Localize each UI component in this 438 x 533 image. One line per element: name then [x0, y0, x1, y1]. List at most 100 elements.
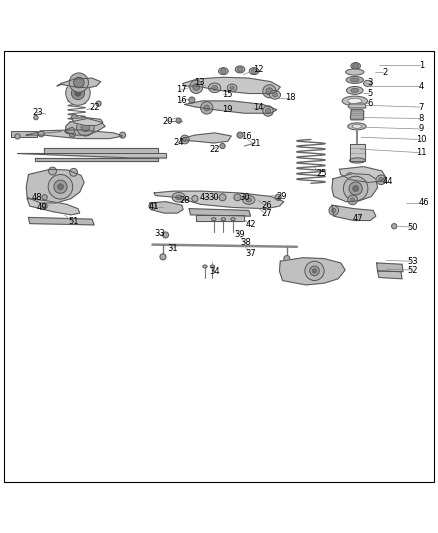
Ellipse shape	[212, 85, 218, 90]
Ellipse shape	[230, 86, 234, 90]
Circle shape	[70, 168, 78, 176]
Polygon shape	[57, 78, 101, 88]
Circle shape	[71, 115, 78, 120]
Text: 37: 37	[245, 249, 256, 258]
Ellipse shape	[364, 80, 372, 86]
Text: 6: 6	[367, 99, 373, 108]
Circle shape	[190, 80, 203, 93]
Polygon shape	[339, 167, 385, 182]
Text: 46: 46	[419, 198, 429, 207]
Polygon shape	[35, 158, 158, 161]
Text: 18: 18	[285, 93, 295, 102]
Polygon shape	[189, 209, 251, 216]
Text: 53: 53	[407, 257, 418, 266]
Ellipse shape	[235, 66, 245, 73]
Polygon shape	[26, 130, 123, 139]
Circle shape	[376, 175, 386, 184]
Circle shape	[310, 266, 319, 276]
Text: 44: 44	[382, 176, 393, 185]
Circle shape	[284, 255, 290, 262]
Circle shape	[379, 177, 383, 182]
Text: 48: 48	[32, 193, 42, 202]
Ellipse shape	[219, 68, 228, 75]
Ellipse shape	[346, 86, 363, 94]
Text: 13: 13	[194, 78, 205, 87]
Text: 17: 17	[177, 85, 187, 94]
Polygon shape	[348, 104, 366, 108]
Text: 50: 50	[407, 223, 418, 231]
Circle shape	[183, 138, 187, 142]
Polygon shape	[154, 191, 284, 209]
Ellipse shape	[246, 198, 252, 202]
Text: 39: 39	[235, 230, 245, 239]
Ellipse shape	[212, 217, 216, 221]
Ellipse shape	[348, 98, 362, 103]
Circle shape	[77, 118, 94, 136]
Text: 4: 4	[419, 82, 424, 91]
Ellipse shape	[231, 217, 235, 221]
Circle shape	[34, 115, 38, 120]
Text: 27: 27	[261, 208, 272, 217]
Circle shape	[219, 194, 226, 201]
Text: 47: 47	[353, 214, 364, 223]
Ellipse shape	[175, 195, 182, 200]
Circle shape	[263, 106, 273, 116]
Ellipse shape	[203, 265, 207, 268]
Text: 43: 43	[200, 193, 210, 202]
Polygon shape	[378, 271, 402, 279]
Ellipse shape	[351, 88, 359, 93]
Polygon shape	[350, 110, 364, 120]
Circle shape	[343, 176, 368, 201]
Circle shape	[204, 105, 210, 111]
Circle shape	[149, 203, 156, 209]
Text: 52: 52	[407, 265, 418, 274]
Circle shape	[160, 254, 166, 260]
Circle shape	[176, 118, 181, 123]
Polygon shape	[65, 127, 75, 133]
Text: 22: 22	[89, 103, 99, 112]
Circle shape	[66, 81, 90, 106]
Circle shape	[15, 134, 20, 139]
Circle shape	[189, 97, 195, 103]
Text: 14: 14	[253, 103, 264, 112]
Circle shape	[57, 184, 64, 190]
Ellipse shape	[249, 68, 259, 75]
Circle shape	[237, 67, 243, 72]
Circle shape	[74, 77, 84, 88]
Text: 38: 38	[241, 238, 251, 247]
Circle shape	[192, 196, 198, 201]
Text: 2: 2	[382, 68, 387, 77]
Text: 5: 5	[367, 88, 373, 98]
Ellipse shape	[272, 93, 278, 97]
Text: 33: 33	[155, 229, 165, 238]
Circle shape	[220, 143, 225, 149]
Circle shape	[349, 182, 362, 195]
Ellipse shape	[210, 265, 215, 268]
Text: 21: 21	[250, 139, 261, 148]
Circle shape	[201, 102, 213, 114]
Text: 34: 34	[209, 267, 220, 276]
Text: 25: 25	[317, 169, 327, 178]
Circle shape	[348, 175, 353, 181]
Circle shape	[350, 198, 355, 202]
Text: 8: 8	[419, 114, 424, 123]
Circle shape	[49, 167, 57, 175]
Circle shape	[69, 73, 88, 92]
Text: 19: 19	[222, 105, 232, 114]
Ellipse shape	[352, 124, 362, 128]
Polygon shape	[332, 205, 376, 221]
Circle shape	[348, 195, 357, 205]
Polygon shape	[66, 118, 105, 135]
Polygon shape	[26, 169, 84, 203]
Text: 10: 10	[416, 135, 427, 144]
Circle shape	[81, 123, 90, 132]
Circle shape	[71, 86, 85, 100]
Text: 30: 30	[208, 193, 219, 202]
Ellipse shape	[348, 123, 366, 130]
Ellipse shape	[346, 76, 364, 84]
Polygon shape	[350, 144, 365, 160]
Circle shape	[96, 101, 101, 106]
Text: 15: 15	[222, 90, 232, 99]
Polygon shape	[44, 148, 158, 152]
Polygon shape	[182, 133, 231, 143]
